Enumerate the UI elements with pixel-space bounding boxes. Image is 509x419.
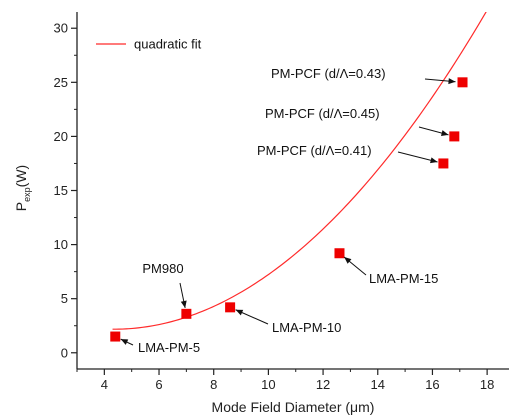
- y-axis-title-unit: (W): [13, 165, 29, 188]
- x-tick-label: 4: [101, 377, 108, 392]
- x-tick-label: 12: [316, 377, 330, 392]
- x-axis-title: Mode Field Diameter (μm): [212, 399, 375, 415]
- annotation-label: PM-PCF (d/Λ=0.45): [265, 106, 380, 121]
- annotation-arrowhead: [180, 300, 187, 308]
- y-tick-label: 5: [61, 291, 68, 306]
- y-axis-title: Pexp(W): [13, 165, 32, 211]
- annotation-arrowhead: [448, 78, 456, 85]
- x-tick-label: 14: [371, 377, 385, 392]
- fit-layer: [112, 12, 487, 330]
- annotation-label: PM-PCF (d/Λ=0.43): [271, 66, 386, 81]
- data-point: [438, 158, 449, 169]
- data-point: [449, 131, 460, 142]
- x-tick-label: 8: [210, 377, 217, 392]
- annotation-label: LMA-PM-15: [369, 271, 438, 286]
- y-tick-label: 20: [54, 129, 68, 144]
- y-tick-label: 15: [54, 183, 68, 198]
- annotation-arrowhead: [344, 257, 352, 264]
- plot-axes: 4 6 8 10 12 14 16 18 0 5 10 15 20 25 30: [54, 12, 509, 392]
- x-tick-label: 10: [261, 377, 275, 392]
- annotation-arrowhead: [235, 309, 244, 316]
- annotation-label: LMA-PM-5: [138, 340, 200, 355]
- legend: quadratic fit: [96, 37, 202, 52]
- data-point: [181, 308, 192, 319]
- y-tick-label: 30: [54, 21, 68, 36]
- y-axis-title-sub: exp: [22, 187, 32, 202]
- annotation-label: LMA-PM-10: [272, 320, 341, 335]
- legend-label: quadratic fit: [134, 37, 202, 52]
- data-point: [110, 331, 121, 342]
- marker-layer: [110, 77, 468, 342]
- y-tick-label: 0: [61, 345, 68, 360]
- y-axis-title-main: P: [13, 202, 29, 211]
- annotation-arrowhead: [120, 339, 129, 345]
- x-tick-label: 18: [480, 377, 494, 392]
- annotation-arrowhead: [440, 130, 449, 136]
- x-tick-label: 16: [425, 377, 439, 392]
- x-tick-label: 6: [155, 377, 162, 392]
- data-point: [334, 248, 345, 259]
- fit-curve: [112, 12, 487, 330]
- annotation-label: PM980: [142, 261, 183, 276]
- y-tick-label: 25: [54, 75, 68, 90]
- y-tick-label: 10: [54, 237, 68, 252]
- annotation-layer: LMA-PM-5 PM980 LMA-PM-10 LMA-PM-15 PM-PCF (d…: [120, 66, 456, 355]
- annotation-label: PM-PCF (d/Λ=0.41): [257, 143, 372, 158]
- data-point: [457, 77, 468, 88]
- data-point: [225, 302, 236, 313]
- annotation-arrowhead: [430, 157, 438, 164]
